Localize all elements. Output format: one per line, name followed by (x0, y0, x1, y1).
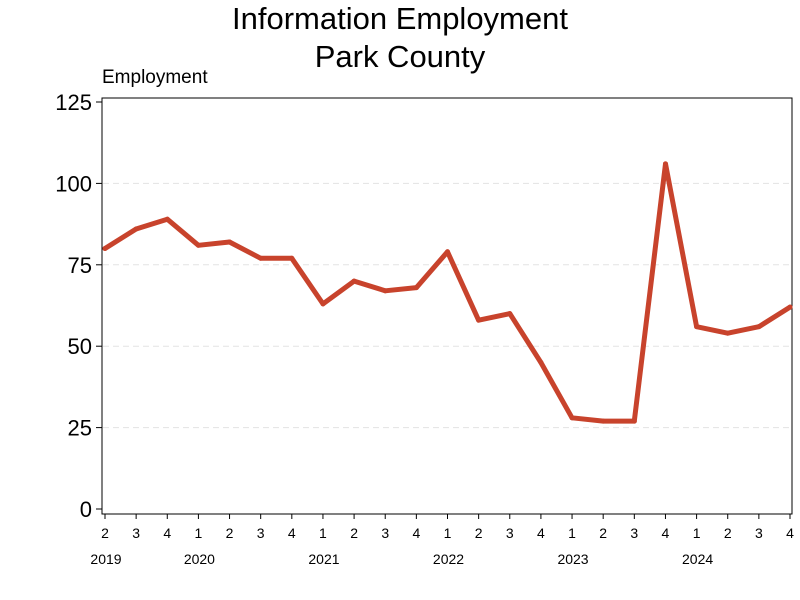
data-point (694, 324, 700, 330)
x-tick-label: 2 (724, 525, 732, 541)
data-point (102, 246, 108, 252)
x-tick-label: 3 (132, 525, 140, 541)
data-point (133, 226, 139, 232)
x-tick-label: 1 (568, 525, 576, 541)
x-tick-label: 3 (755, 525, 763, 541)
x-year-label: 2022 (433, 551, 464, 567)
data-point (351, 278, 357, 284)
x-tick-label: 3 (506, 525, 514, 541)
data-point (507, 311, 513, 317)
data-point (164, 216, 170, 222)
gridlines (103, 182, 791, 429)
chart-title: Information Employment (232, 1, 568, 36)
data-point (787, 304, 793, 310)
data-point (445, 249, 450, 255)
y-tick-label: 0 (80, 497, 92, 522)
series-line (102, 161, 793, 424)
data-point (600, 418, 606, 424)
data-point (662, 161, 668, 167)
data-point (569, 415, 575, 421)
x-tick-label: 1 (693, 525, 701, 541)
x-tick-label: 4 (163, 525, 171, 541)
x-tick-label: 3 (381, 525, 389, 541)
x-tick-label: 4 (786, 525, 794, 541)
x-year-label: 2021 (308, 551, 339, 567)
y-tick-label: 75 (68, 253, 92, 278)
data-point (258, 255, 264, 261)
x-axis: 2 3 4 1 2 3 4 1 2 3 4 1 2 3 4 1 2 3 4 1 2 3 4 2019 2020 2021 2022 2… (90, 514, 794, 567)
x-tick-label: 3 (257, 525, 265, 541)
data-point (413, 285, 419, 291)
y-tick-label: 50 (68, 334, 92, 359)
x-tick-label: 4 (288, 525, 296, 541)
x-tick-label: 1 (319, 525, 327, 541)
x-year-label: 2020 (184, 551, 215, 567)
data-point (320, 301, 326, 307)
x-tick-label: 2 (101, 525, 109, 541)
x-tick-label: 4 (662, 525, 670, 541)
x-tick-label: 2 (475, 525, 483, 541)
x-year-label: 2019 (90, 551, 121, 567)
data-point (631, 418, 637, 424)
series-layer (102, 161, 793, 424)
plot-frame (101, 97, 793, 515)
x-tick-label: 1 (195, 525, 203, 541)
y-axis-label: Employment (102, 67, 208, 88)
data-point (227, 239, 233, 245)
y-tick-label: 25 (68, 416, 92, 441)
x-tick-label: 4 (537, 525, 545, 541)
data-point (195, 242, 201, 248)
data-point (538, 359, 544, 365)
x-year-label: 2023 (557, 551, 588, 567)
y-tick-label: 100 (55, 171, 92, 196)
chart-subtitle: Park County (314, 39, 486, 74)
y-axis: 0 25 50 75 100 125 (55, 90, 102, 522)
x-tick-label: 4 (412, 525, 420, 541)
data-point (725, 330, 731, 336)
data-point (289, 255, 295, 261)
x-tick-label: 2 (226, 525, 234, 541)
x-tick-label: 1 (444, 525, 452, 541)
data-point (756, 324, 762, 330)
x-tick-label: 3 (630, 525, 638, 541)
y-tick-label: 125 (55, 90, 92, 115)
x-year-label: 2024 (682, 551, 713, 567)
x-tick-label: 2 (599, 525, 607, 541)
data-point (476, 317, 482, 323)
x-tick-label: 2 (350, 525, 358, 541)
data-point (382, 288, 388, 294)
